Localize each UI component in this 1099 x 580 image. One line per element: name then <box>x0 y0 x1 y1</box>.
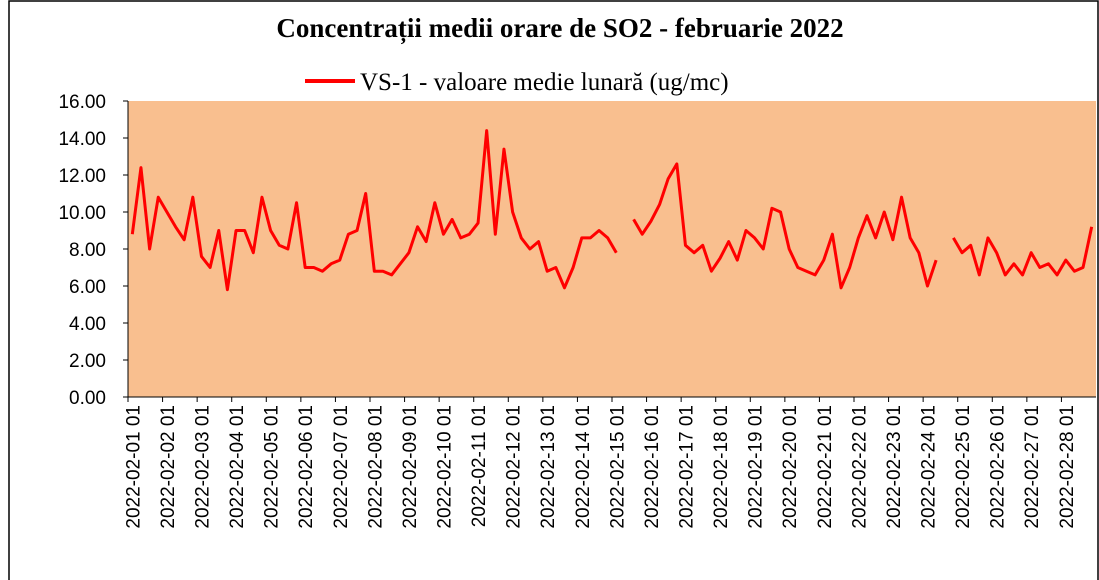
x-tick-label: 2022-02-12 01 <box>504 405 525 529</box>
y-tick-label: 0.00 <box>69 388 106 409</box>
x-tick-label: 2022-02-16 01 <box>642 405 663 529</box>
x-tick-label: 2022-02-15 01 <box>607 405 628 529</box>
x-tick-label: 2022-02-10 01 <box>434 405 455 529</box>
x-tick-label: 2022-02-08 01 <box>365 405 386 529</box>
x-tick-label: 2022-02-04 01 <box>227 405 248 529</box>
x-tick-label: 2022-02-14 01 <box>573 405 594 529</box>
x-tick-label: 2022-02-06 01 <box>296 405 317 529</box>
x-tick-label: 2022-02-27 01 <box>1022 405 1043 529</box>
x-tick-label: 2022-02-28 01 <box>1057 405 1078 529</box>
x-tick-label: 2022-02-02 01 <box>158 405 179 529</box>
x-tick-label: 2022-02-18 01 <box>711 405 732 529</box>
x-tick-label: 2022-02-22 01 <box>849 405 870 529</box>
x-tick-label: 2022-02-24 01 <box>918 405 939 529</box>
x-tick-label: 2022-02-23 01 <box>884 405 905 529</box>
legend-label: VS-1 - valoare medie lunară (ug/mc) <box>360 69 729 96</box>
y-tick-label: 12.00 <box>58 166 106 187</box>
chart-title: Concentrații medii orare de SO2 - februa… <box>276 13 843 44</box>
x-tick-label: 2022-02-25 01 <box>953 405 974 529</box>
x-tick-label: 2022-02-07 01 <box>331 405 352 529</box>
y-tick-label: 8.00 <box>69 240 106 261</box>
x-tick-label: 2022-02-01 01 <box>123 405 144 529</box>
x-tick-label: 2022-02-26 01 <box>988 405 1009 529</box>
x-tick-label: 2022-02-19 01 <box>746 405 767 529</box>
y-tick-label: 16.00 <box>58 92 106 113</box>
x-tick-label: 2022-02-21 01 <box>815 405 836 529</box>
y-tick-label: 10.00 <box>58 203 106 224</box>
data-line <box>130 129 1094 292</box>
x-tick-label: 2022-02-13 01 <box>538 405 559 529</box>
x-tick-label: 2022-02-17 01 <box>676 405 697 529</box>
x-tick-label: 2022-02-20 01 <box>780 405 801 529</box>
plot-area <box>128 101 1096 397</box>
y-tick-label: 2.00 <box>69 351 106 372</box>
y-tick-label: 14.00 <box>58 129 106 150</box>
y-tick-label: 6.00 <box>69 277 106 298</box>
x-tick-label: 2022-02-05 01 <box>262 405 283 529</box>
x-tick-label: 2022-02-11 01 <box>469 405 490 527</box>
x-tick-label: 2022-02-09 01 <box>400 405 421 529</box>
y-tick-label: 4.00 <box>69 314 106 335</box>
x-tick-label: 2022-02-03 01 <box>192 405 213 529</box>
